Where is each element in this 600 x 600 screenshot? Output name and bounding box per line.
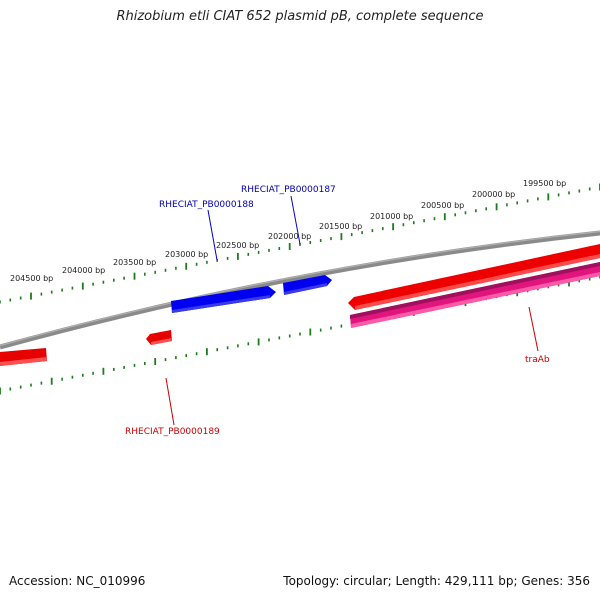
ruler-label-202500: 202500 bp — [216, 241, 259, 250]
ruler-label-199500: 199500 bp — [523, 179, 566, 188]
label-traAb[interactable]: traAb — [525, 355, 550, 365]
ruler-label-202000: 202000 bp — [268, 232, 311, 241]
ruler-label-204000: 204000 bp — [62, 266, 105, 275]
ruler-label-203000: 203000 bp — [165, 250, 208, 259]
map-title: Rhizobium etli CIAT 652 plasmid pB, comp… — [116, 9, 484, 24]
ruler-label-201500: 201500 bp — [319, 222, 362, 231]
gene-red-long[interactable] — [348, 244, 600, 310]
label-RHECIAT_PB0000189[interactable]: RHECIAT_PB0000189 — [125, 427, 220, 437]
gene-RHECIAT_PB0000189[interactable] — [146, 330, 172, 345]
gene-RHECIAT_PB0000188[interactable] — [171, 286, 276, 313]
leader-traAb — [528, 306, 539, 352]
sequence-summary: Topology: circular; Length: 429,111 bp; … — [283, 574, 590, 588]
label-RHECIAT_PB0000188[interactable]: RHECIAT_PB0000188 — [159, 200, 254, 210]
ruler-label-204500: 204500 bp — [10, 274, 53, 283]
leader-RHECIAT_PB0000189 — [165, 377, 175, 426]
gene-RHECIAT_PB0000187[interactable] — [283, 275, 332, 295]
ruler-labels: 199500 bp 200000 bp 200500 bp 201000 bp … — [10, 179, 566, 283]
leader-RHECIAT_PB0000187 — [290, 195, 301, 245]
label-RHECIAT_PB0000187[interactable]: RHECIAT_PB0000187 — [241, 185, 336, 195]
plasmid-backbone — [0, 230, 600, 350]
accession-text: Accession: NC_010996 — [9, 574, 146, 588]
ruler-label-203500: 203500 bp — [113, 258, 156, 267]
leader-RHECIAT_PB0000188 — [207, 209, 218, 261]
gene-traAb[interactable] — [350, 262, 600, 328]
ruler-label-200500: 200500 bp — [421, 201, 464, 210]
ruler-label-201000: 201000 bp — [370, 212, 413, 221]
ruler-label-200000: 200000 bp — [472, 190, 515, 199]
gene-left-partial[interactable] — [0, 348, 47, 366]
